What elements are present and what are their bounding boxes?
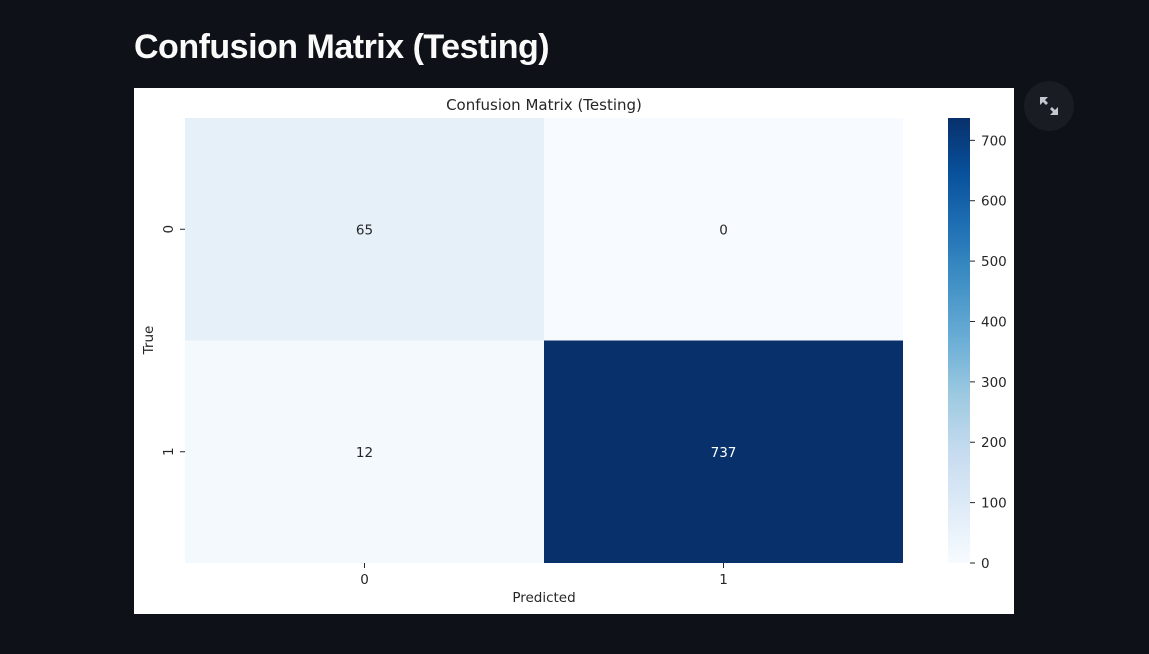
heatmap-cell (185, 118, 544, 341)
cell-annotation: 65 (356, 222, 373, 238)
confusion-matrix-chart: Confusion Matrix (Testing) 65 0 12 737 0 1 0 1… (141, 96, 1007, 606)
heatmap-cell (544, 118, 903, 341)
cell-annotation: 737 (711, 445, 737, 461)
x-tick-label: 1 (719, 572, 728, 588)
colorbar-tick-label: 0 (981, 556, 990, 572)
heatmap-axes: 0 1 0 1 (161, 225, 728, 588)
expand-arrows-icon (1040, 97, 1058, 115)
colorbar-tick-label: 200 (981, 435, 1007, 451)
heatmap-cells: 65 0 12 737 (185, 118, 903, 563)
chart-figure: Confusion Matrix (Testing) 65 0 12 737 0 1 0 1… (134, 88, 1014, 614)
colorbar-gradient (948, 118, 970, 563)
expand-button[interactable] (1024, 81, 1074, 131)
y-tick-label: 1 (161, 447, 177, 456)
colorbar-tick-label: 600 (981, 194, 1007, 210)
y-axis-label: True (141, 326, 157, 356)
cell-annotation: 0 (719, 222, 728, 238)
cell-annotation: 12 (356, 445, 373, 461)
x-axis-label: Predicted (512, 590, 575, 606)
heatmap-cell (185, 340, 544, 563)
chart-title: Confusion Matrix (Testing) (446, 96, 642, 114)
heatmap-cell (544, 340, 903, 563)
x-tick-label: 0 (360, 572, 369, 588)
y-tick-label: 0 (161, 225, 177, 234)
page-title: Confusion Matrix (Testing) (134, 28, 550, 66)
colorbar-tick-label: 100 (981, 496, 1007, 512)
colorbar-tick-label: 500 (981, 254, 1007, 270)
colorbar: 0 100 200 300 400 500 600 700 (948, 118, 1007, 572)
colorbar-tick-label: 300 (981, 375, 1007, 391)
colorbar-tick-label: 400 (981, 314, 1007, 330)
colorbar-tick-label: 700 (981, 133, 1007, 149)
